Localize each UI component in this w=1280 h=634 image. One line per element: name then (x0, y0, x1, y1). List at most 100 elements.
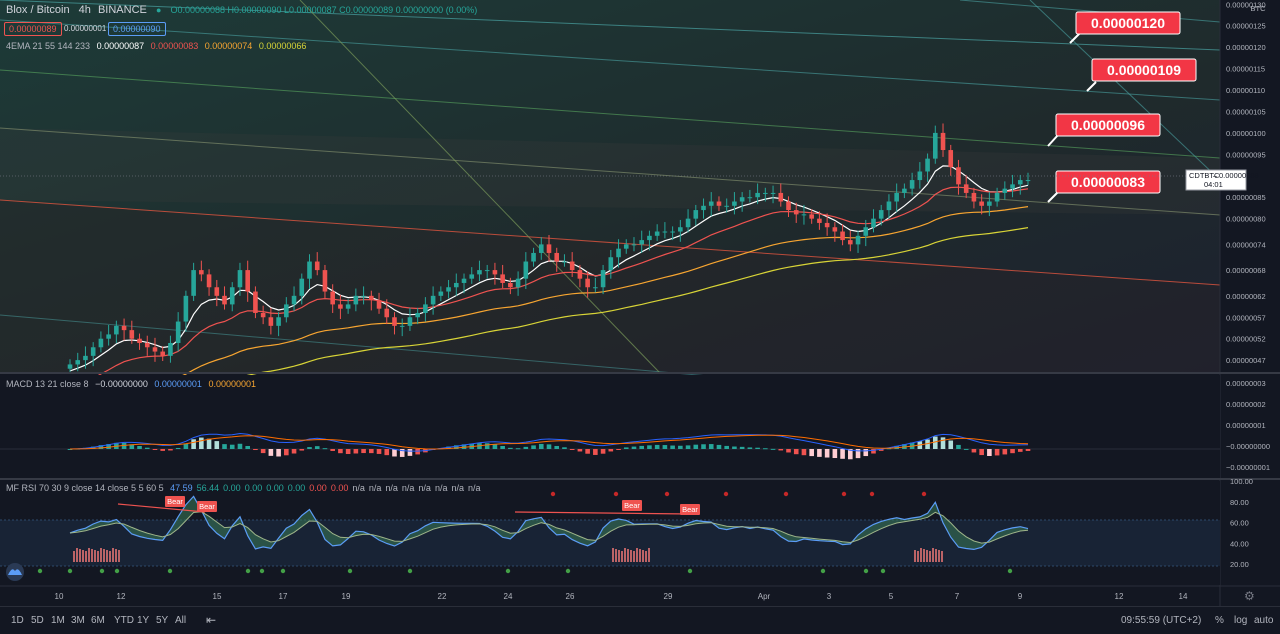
clock-time[interactable]: 09:55:59 (UTC+2) (1121, 615, 1202, 626)
macd-tick-label: 0.00000001 (1226, 421, 1266, 430)
candle (206, 269, 212, 296)
range-button-all[interactable]: All (175, 615, 187, 626)
range-button-6m[interactable]: 6M (91, 615, 105, 626)
ema144-value: 0.00000074 (204, 41, 253, 51)
buy-button[interactable]: 0.00000090 (108, 22, 166, 36)
candle (284, 297, 289, 323)
macd-histogram-bar (724, 445, 729, 449)
candle-body (361, 295, 366, 297)
callout-pointer (1047, 134, 1059, 147)
candle (345, 299, 351, 314)
rsi-legend[interactable]: MF RSI 70 30 9 close 14 close 5 5 60 5 4… (6, 483, 480, 493)
candle (878, 204, 884, 226)
ema-legend[interactable]: 4EMA 21 55 144 233 0.00000087 0.00000083… (6, 41, 306, 51)
candle (477, 260, 482, 282)
percent-toggle[interactable]: % (1215, 615, 1224, 626)
candle (307, 254, 312, 289)
interval-label[interactable]: 4h (78, 4, 91, 16)
rsi-volume-bar (618, 550, 620, 562)
candle-body (932, 132, 938, 159)
macd-line (69, 432, 1029, 452)
annotation-callout[interactable]: 0.00000083 (1047, 170, 1161, 203)
candle-body (824, 222, 830, 228)
rsi-volume-bar (929, 551, 931, 562)
candle-body (399, 325, 405, 327)
rsi-line (69, 495, 1029, 551)
candle (902, 183, 907, 199)
symbol-title[interactable]: Blox / Bitcoin (6, 4, 70, 16)
range-button-1y[interactable]: 1Y (137, 615, 150, 626)
macd-histogram-bar (863, 449, 869, 457)
date-range-icon[interactable]: ⇤ (206, 613, 217, 627)
candle-body (291, 295, 297, 305)
range-button-1d[interactable]: 1D (11, 615, 24, 626)
macd-histogram-bar (98, 445, 104, 449)
rsi-tick-label: 40.00 (1230, 539, 1249, 548)
range-button-5y[interactable]: 5Y (156, 615, 169, 626)
candle-body (1002, 188, 1008, 193)
candle (778, 183, 784, 207)
macd-histogram-bar (701, 444, 706, 449)
macd-histogram-bar (886, 448, 892, 450)
annotation-callout[interactable]: 0.00000096 (1047, 113, 1161, 147)
trend-line-olive (0, 127, 1221, 216)
macd-histogram-bar (345, 449, 351, 455)
settings-gear-icon[interactable]: ⚙ (1244, 589, 1255, 603)
annotation-callout[interactable]: 0.00000120 (1069, 11, 1181, 44)
candle-body (739, 197, 745, 202)
rsi-value: n/a (352, 483, 365, 493)
candle-body (647, 235, 652, 241)
tradingview-logo[interactable] (6, 563, 24, 581)
candle-body (260, 312, 266, 318)
candle-body (878, 210, 884, 219)
macd-histogram-bar (90, 446, 96, 449)
bear-signal: Bear (197, 501, 217, 512)
chart-canvas[interactable]: BTC 0.000001300.000001250.000001200.0000… (0, 0, 1280, 606)
macd-legend[interactable]: MACD 13 21 close 8 −0.00000000 0.0000000… (6, 379, 256, 389)
candle (75, 352, 81, 372)
candle (631, 237, 637, 252)
candle (175, 312, 181, 352)
range-button-5d[interactable]: 5D (31, 615, 44, 626)
macd-histogram-bar (971, 449, 977, 453)
rsi-volume-bar (645, 551, 647, 562)
rsi-volume-bar (115, 549, 117, 562)
candle-body (956, 167, 961, 185)
range-button-3m[interactable]: 3M (71, 615, 85, 626)
range-button-ytd[interactable]: YTD (114, 615, 134, 626)
signal-dot-red (921, 491, 927, 497)
last-price-tag[interactable]: CDTBTC – 0.00000089 04:01 (1185, 169, 1259, 191)
macd-histogram-bar (623, 447, 629, 449)
candle-body (724, 205, 729, 207)
macd-histogram-bar (593, 449, 598, 455)
macd-tick-label: 0.00000003 (1226, 379, 1266, 388)
divergence-line (117, 503, 206, 513)
ema-label: 4EMA 21 55 144 233 (6, 41, 91, 51)
rsi-value: n/a (434, 483, 448, 493)
auto-toggle[interactable]: auto (1254, 615, 1274, 626)
candle (129, 320, 135, 344)
range-button-1m[interactable]: 1M (51, 615, 65, 626)
candle (423, 297, 428, 322)
candle (894, 183, 899, 212)
rsi-volume-bar (85, 551, 87, 562)
signal-dot-green (347, 568, 353, 574)
macd-histogram-bar (654, 444, 660, 449)
annotation-callout[interactable]: 0.00000109 (1086, 58, 1197, 92)
callout-text: 0.00000083 (1071, 174, 1145, 190)
macd-histogram-bar (106, 444, 111, 449)
price-axis-ticks[interactable]: 0.00000130 0.00000125 0.00000120 0.00000115… (1226, 0, 1266, 365)
candle (546, 234, 552, 262)
macd-histogram-bar (392, 449, 397, 457)
candle (168, 335, 173, 363)
sell-button[interactable]: 0.00000089 (4, 22, 62, 36)
candle (593, 277, 598, 293)
macd-histogram-bar (855, 449, 861, 459)
candle (670, 226, 675, 241)
candle (438, 286, 444, 301)
signal-dot-green (687, 568, 693, 574)
bear-label: Bear (167, 497, 183, 506)
time-axis-ticks[interactable]: 10 12 15 17 19 22 24 26 29 Apr 3 5 7 9 12 14 (55, 592, 1188, 601)
price-tag-symbol: CDTBTC (1189, 171, 1220, 180)
log-toggle[interactable]: log (1234, 615, 1248, 626)
